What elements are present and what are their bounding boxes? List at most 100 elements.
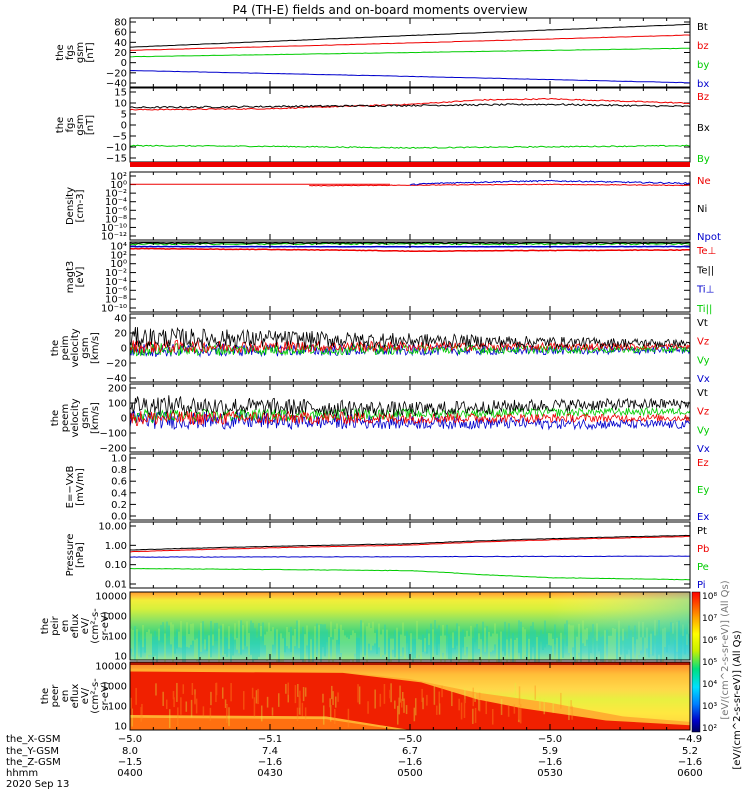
y-axis-label-line: eV/ bbox=[80, 617, 91, 634]
y-tick-label: 40 bbox=[114, 38, 127, 49]
legend-pressure-3: Pi bbox=[697, 580, 706, 591]
footer-row-label: hhmm bbox=[6, 768, 38, 779]
y-axis-label: the peer en eflux eV/(cm²-s-sr-eV) bbox=[40, 678, 111, 714]
y-tick-label: 80 bbox=[114, 18, 127, 29]
y-axis-label: E=−VxB [mV/m] bbox=[65, 466, 86, 509]
legend-fgs-dsl-0: Bz bbox=[697, 92, 709, 103]
y-tick-label: 10⁻¹⁰ bbox=[101, 223, 127, 234]
footer-z-value: −1.6 bbox=[398, 757, 422, 768]
series-line-Vt bbox=[129, 395, 691, 418]
y-tick-label: −15 bbox=[106, 154, 127, 165]
colorbar-tick-label: 10⁶ bbox=[702, 636, 717, 646]
y-axis-label-line: Pressure bbox=[65, 534, 76, 577]
legend-pressure-2: Pe bbox=[697, 562, 709, 573]
y-axis-label-line: [km/s] bbox=[90, 402, 101, 434]
panel-frame bbox=[129, 453, 691, 521]
footer-y-value: 6.7 bbox=[402, 746, 418, 757]
footer-t-value: 0530 bbox=[537, 768, 562, 779]
legend-temperature-2: Ti⊥ bbox=[696, 285, 714, 296]
legend-density-2: Npot bbox=[697, 232, 721, 243]
footer-row-label: the_Z-GSM bbox=[6, 757, 61, 768]
y-tick-label: 10⁻⁸ bbox=[105, 214, 127, 225]
y-axis-label-line: gsm bbox=[75, 114, 86, 135]
y-tick-label: 10⁻⁶ bbox=[105, 206, 127, 217]
footer-y-value: 5.2 bbox=[682, 746, 698, 757]
y-tick-label: −10 bbox=[106, 143, 127, 154]
y-tick-label: 0 bbox=[121, 414, 127, 425]
y-tick-label: 10000 bbox=[95, 592, 127, 603]
y-tick-label: 15 bbox=[114, 88, 127, 99]
y-tick-label: 10⁰ bbox=[110, 180, 127, 191]
series-line-Pe bbox=[129, 567, 691, 581]
series-line-Pi bbox=[130, 555, 691, 558]
y-axis-label-line: eflux bbox=[70, 684, 81, 709]
series-line-Pt bbox=[129, 534, 690, 551]
y-tick-label: 100 bbox=[108, 399, 127, 410]
legend-fgs-gsm-0: Bt bbox=[697, 22, 708, 33]
y-tick-label: −5 bbox=[112, 132, 127, 143]
y-tick-label: 1.0 bbox=[111, 454, 127, 465]
y-tick-label: 1000 bbox=[102, 612, 127, 623]
y-axis-label-line: the bbox=[40, 618, 51, 634]
legend-temperature-3: Ti|| bbox=[696, 304, 712, 315]
y-tick-label: −40 bbox=[106, 374, 127, 385]
y-tick-label: 0.6 bbox=[111, 477, 127, 488]
footer-z-value: −1.6 bbox=[258, 757, 282, 768]
y-axis-label-line: velocity bbox=[70, 398, 81, 437]
legend-efield-1: Ey bbox=[697, 485, 709, 496]
y-tick-label: 0.4 bbox=[111, 488, 127, 499]
series-line-by bbox=[129, 47, 691, 58]
y-axis-label: the fgs gsm [nT] bbox=[55, 42, 96, 63]
footer-t-value: 0430 bbox=[257, 768, 282, 779]
footer-row-label: the_Y-GSM bbox=[6, 746, 59, 757]
legend-peim-velocity-2: Vy bbox=[697, 355, 710, 366]
series-line-Ne bbox=[309, 183, 691, 187]
legend-fgs-dsl-1: Bx bbox=[697, 123, 710, 134]
colorbar-tick-label: 10⁷ bbox=[702, 614, 717, 624]
footer-row-label: 2020 Sep 13 bbox=[6, 779, 69, 790]
plot-title: P4 (TH-E) fields and on-board moments ov… bbox=[232, 3, 527, 17]
y-tick-label: 0.8 bbox=[111, 465, 127, 476]
y-tick-label: 10⁻⁴ bbox=[105, 197, 127, 208]
footer-t-value: 0400 bbox=[117, 768, 142, 779]
y-axis-label-line: the bbox=[55, 117, 66, 133]
y-axis-label-line: peer bbox=[50, 684, 61, 708]
legend-peim-velocity-1: Vz bbox=[697, 337, 709, 348]
footer-x-value: −4.9 bbox=[678, 734, 702, 745]
legend-density-0: Ne bbox=[697, 176, 711, 187]
y-tick-label: 10000 bbox=[95, 662, 127, 673]
y-axis-label-line: the bbox=[50, 410, 61, 426]
y-axis-label: the peim velocity gsm [km/s] bbox=[50, 328, 101, 367]
y-axis-label-line: eV/ bbox=[80, 687, 91, 704]
series-line-Vt bbox=[129, 326, 691, 349]
spectrogram-peer-peak bbox=[130, 671, 690, 730]
panel-efield: 1.00.80.60.40.20.0 E=−VxB [mV/m] Ez Ey Ex bbox=[65, 453, 709, 523]
legend-temperature-1: Te|| bbox=[696, 265, 714, 276]
y-axis-label-line: [cm-3] bbox=[75, 189, 86, 222]
y-axis-label-line: gsm bbox=[80, 407, 91, 428]
y-tick-label: −200 bbox=[100, 444, 127, 455]
panel-frame bbox=[129, 87, 691, 163]
footer-y-value: 7.4 bbox=[262, 746, 278, 757]
legend-fgs-dsl-2: By bbox=[697, 154, 710, 165]
series-line-bx bbox=[129, 69, 691, 84]
legend-peem-velocity-2: Vy bbox=[697, 425, 710, 436]
footer-t-value: 0500 bbox=[397, 768, 422, 779]
colorbar-label: [eV/(cm^2-s-sr-eV)] (All Qs) bbox=[732, 630, 743, 769]
legend-peem-velocity-3: Vx bbox=[697, 444, 710, 455]
series-line-By bbox=[130, 144, 691, 149]
y-axis-label-line: fgs bbox=[65, 45, 76, 60]
y-tick-label: 0 bbox=[121, 58, 127, 69]
footer-x-value: −5.0 bbox=[538, 734, 562, 745]
series-line-Vx bbox=[129, 410, 691, 431]
y-axis-label-line: peir bbox=[50, 615, 61, 635]
y-axis-label-line: (cm²-s- bbox=[90, 678, 101, 714]
legend-efield-0: Ez bbox=[697, 458, 709, 469]
y-axis-label-line: velocity bbox=[70, 328, 81, 367]
